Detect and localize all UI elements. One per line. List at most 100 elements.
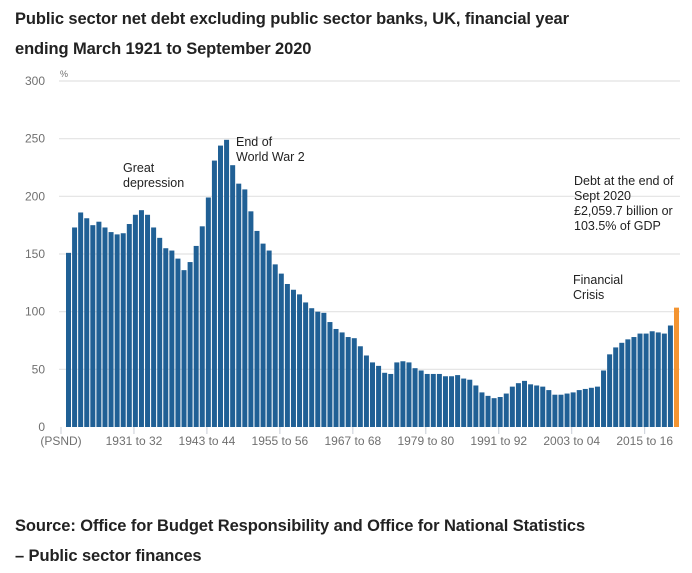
bar: [90, 225, 96, 427]
bar: [315, 311, 321, 427]
bar: [357, 346, 363, 427]
bars: [66, 139, 679, 427]
annotation-end-of-ww2: End of World War 2: [236, 135, 305, 164]
bar: [290, 289, 296, 427]
annotation-latest-debt: Debt at the end of Sept 2020 £2,059.7 bi…: [574, 174, 674, 233]
x-tick-label: 1979 to 80: [397, 434, 454, 448]
bar: [254, 230, 260, 427]
bar: [576, 390, 582, 427]
bar: [552, 394, 558, 427]
bar: [619, 342, 625, 427]
bar: [509, 386, 515, 427]
annotation-latest-debt-line-4: 103.5% of GDP: [574, 219, 661, 233]
annotation-latest-debt-line-3: £2,059.7 billion or: [574, 204, 673, 218]
bar: [479, 392, 485, 427]
bar: [491, 398, 497, 427]
bar: [442, 376, 448, 427]
x-tick-label: 1943 to 44: [179, 434, 236, 448]
bar: [497, 397, 503, 427]
chart-title-line-2: ending March 1921 to September 2020: [15, 40, 312, 58]
bar: [309, 308, 315, 427]
source-note: Source: Office for Budget Responsibility…: [15, 511, 675, 571]
bar: [570, 392, 576, 427]
bar: [138, 210, 144, 427]
bar: [412, 368, 418, 427]
bar: [96, 221, 102, 427]
bar: [205, 197, 211, 427]
annotation-great-depression-line-2: depression: [123, 176, 184, 190]
bar: [649, 331, 655, 427]
bar: [181, 270, 187, 427]
bar: [418, 370, 424, 427]
bar: [461, 378, 467, 427]
bar: [339, 332, 345, 427]
annotation-great-depression: Great depression: [123, 161, 184, 190]
bar: [515, 383, 521, 427]
bar: [424, 373, 430, 427]
bar: [303, 302, 309, 427]
bar: [607, 354, 613, 427]
bar: [132, 214, 138, 427]
source-line-1: Source: Office for Budget Responsibility…: [15, 517, 586, 535]
bar: [260, 243, 266, 427]
bar: [631, 337, 637, 427]
bar: [473, 385, 479, 427]
bar: [601, 370, 607, 427]
annotation-great-depression-line-1: Great: [123, 161, 155, 175]
x-tick-label: 1991 to 92: [470, 434, 527, 448]
bar: [430, 373, 436, 427]
bar: [467, 379, 473, 427]
bar: [321, 312, 327, 427]
annotation-financial-crisis-line-1: Financial: [573, 273, 623, 287]
bar: [613, 347, 619, 427]
bar: [382, 372, 388, 427]
bar: [163, 248, 169, 427]
bar: [333, 328, 339, 427]
source-line-2: – Public sector finances: [15, 547, 202, 565]
bar: [66, 252, 71, 427]
annotation-latest-debt-line-1: Debt at the end of: [574, 174, 674, 188]
bar: [625, 339, 631, 427]
bar: [655, 332, 661, 427]
bar: [594, 386, 600, 427]
bar: [242, 189, 248, 427]
bar: [236, 183, 242, 427]
gridlines: [59, 80, 680, 370]
bar: [187, 262, 193, 427]
bar: [157, 237, 163, 427]
bar: [503, 393, 509, 427]
x-tick-label: 1967 to 68: [324, 434, 381, 448]
bar: [297, 294, 303, 427]
annotation-end-of-ww2-line-1: End of: [236, 135, 273, 149]
bar: [588, 387, 594, 427]
bar: [370, 362, 375, 427]
bar-latest: [674, 307, 679, 427]
bar: [193, 245, 199, 427]
bar: [218, 145, 223, 427]
x-tick-label: 2003 to 04: [543, 434, 600, 448]
bar: [114, 234, 120, 427]
bar: [485, 395, 491, 427]
bar: [145, 214, 151, 427]
chart-title: Public sector net debt excluding public …: [15, 4, 675, 64]
bar: [351, 338, 357, 427]
bar: [637, 333, 643, 427]
y-tick-label-50: 50: [32, 362, 46, 376]
bar: [278, 273, 284, 427]
y-tick-label-0: 0: [38, 420, 45, 434]
annotation-latest-debt-line-2: Sept 2020: [574, 189, 631, 203]
y-tick-label-200: 200: [25, 189, 45, 203]
bar: [400, 361, 406, 427]
bar: [120, 233, 126, 427]
bar: [564, 393, 570, 427]
bar: [449, 376, 455, 427]
bar: [230, 165, 236, 427]
y-tick-label-300: 300: [25, 74, 45, 88]
bar: [169, 250, 175, 427]
x-tick-label: 2015 to 16: [616, 434, 673, 448]
y-tick-label-100: 100: [25, 305, 45, 319]
bar: [436, 373, 442, 427]
bar: [540, 386, 546, 427]
bar: [522, 380, 527, 427]
annotation-financial-crisis-line-2: Crisis: [573, 288, 604, 302]
